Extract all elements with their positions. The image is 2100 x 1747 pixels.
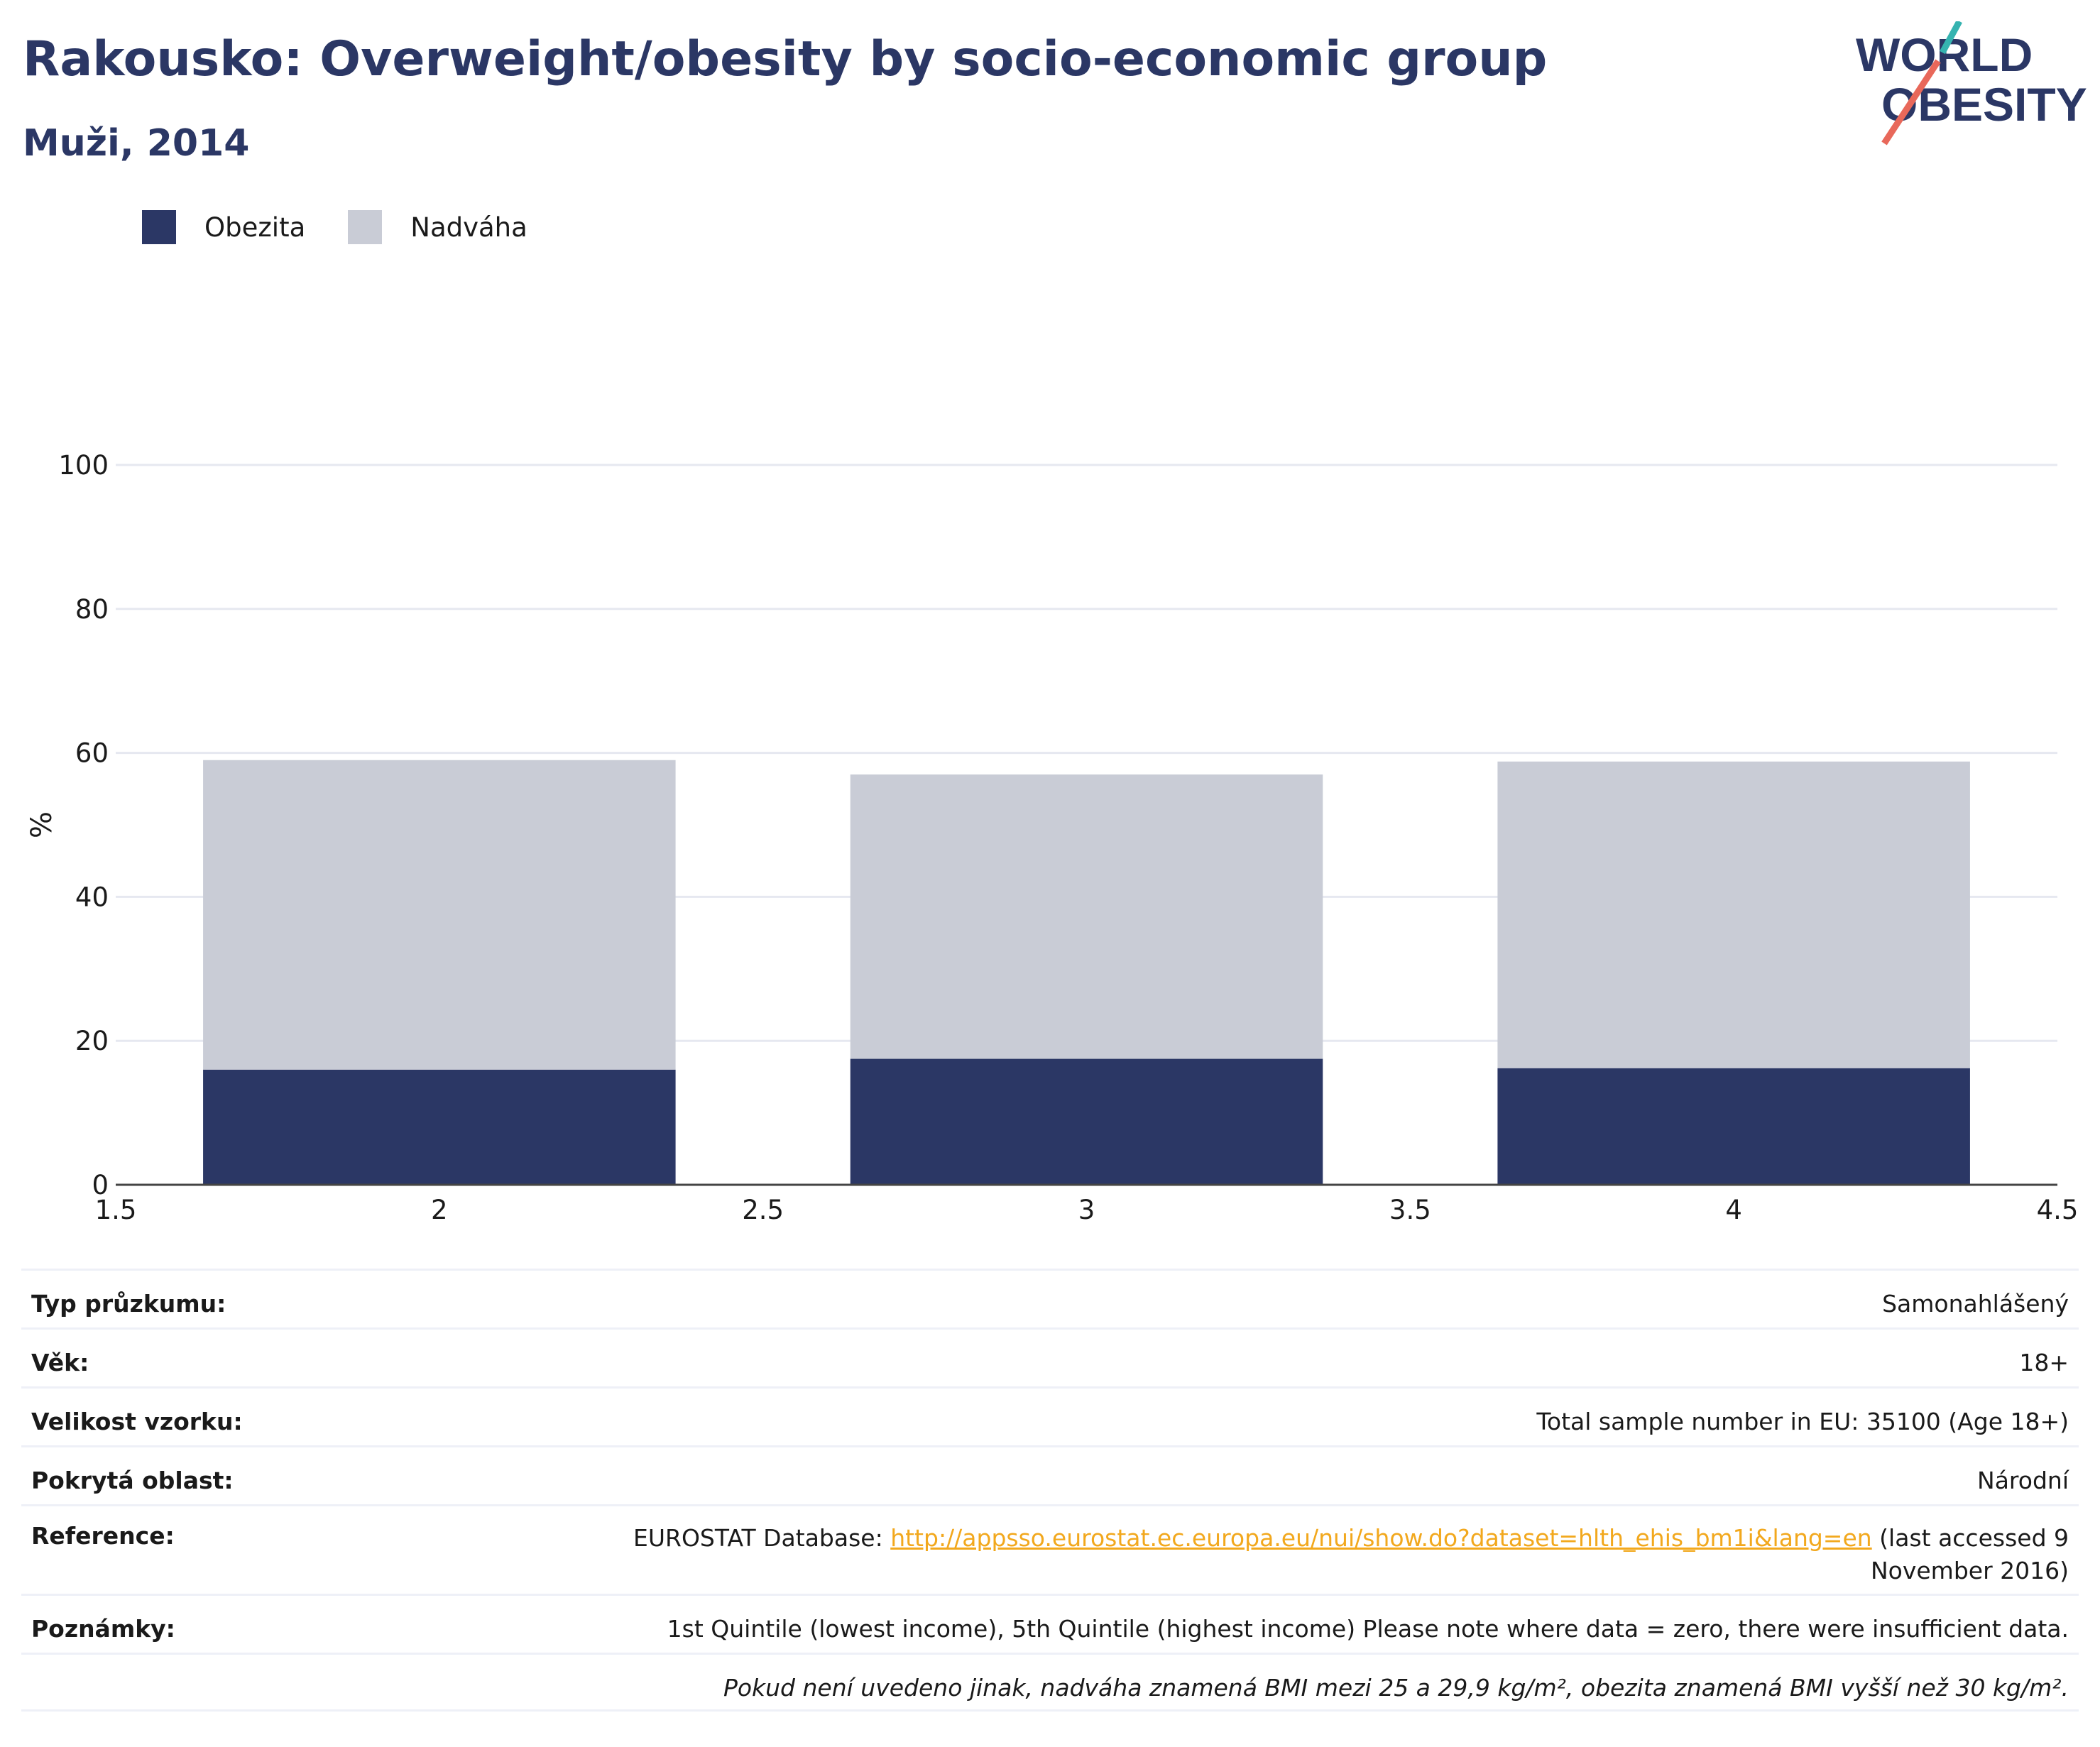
info-value: Samonahlášený bbox=[1882, 1290, 2069, 1318]
chart-subtitle: Muži, 2014 bbox=[23, 122, 250, 165]
info-value-reference: EUROSTAT Database: http://appsso.eurosta… bbox=[592, 1522, 2069, 1587]
reference-link[interactable]: http://appsso.eurostat.ec.europa.eu/nui/… bbox=[890, 1524, 1872, 1552]
logo-slash-teal bbox=[1940, 21, 1962, 55]
info-label: Reference: bbox=[31, 1522, 175, 1550]
bar-obezita-4 bbox=[1497, 1068, 1970, 1185]
logo-text-world: WORLD bbox=[1856, 28, 2033, 81]
info-value: Národní bbox=[1977, 1467, 2069, 1494]
chart-legend: Obezita Nadváha bbox=[142, 210, 570, 244]
world-obesity-logo: WORLD OBESITY bbox=[1856, 21, 2087, 146]
legend-item-obezita[interactable]: Obezita bbox=[142, 210, 305, 244]
info-row-survey-type: Typ průzkumu: Samonahlášený bbox=[21, 1269, 2079, 1327]
y-tick-label: 100 bbox=[58, 450, 109, 481]
info-value: 1st Quintile (lowest income), 5th Quinti… bbox=[667, 1615, 2069, 1643]
info-label: Velikost vzorku: bbox=[31, 1408, 243, 1435]
y-tick-label: 20 bbox=[75, 1026, 109, 1056]
reference-suffix: (last accessed 9 November 2016) bbox=[1870, 1524, 2069, 1584]
legend-swatch-obezita bbox=[142, 210, 176, 244]
info-row-age: Věk: 18+ bbox=[21, 1327, 2079, 1386]
info-row-definition: Pokud není uvedeno jinak, nadváha znamen… bbox=[21, 1653, 2079, 1712]
x-tick-label: 3 bbox=[1078, 1195, 1095, 1225]
bar-nadvaha-2 bbox=[203, 760, 676, 1070]
info-value: Total sample number in EU: 35100 (Age 18… bbox=[1536, 1408, 2069, 1435]
chart-title: Rakousko: Overweight/obesity by socio-ec… bbox=[23, 31, 1548, 87]
x-tick-label: 2.5 bbox=[742, 1195, 784, 1225]
bar-obezita-2 bbox=[203, 1069, 676, 1185]
bar-nadvaha-3 bbox=[850, 774, 1323, 1059]
info-label: Typ průzkumu: bbox=[31, 1290, 226, 1318]
info-label: Poznámky: bbox=[31, 1615, 175, 1643]
bar-chart: 0 20 40 60 80 100% 1.5 2 2.5 3 3.5 4 4.5 bbox=[26, 450, 2079, 1225]
x-tick-label: 4 bbox=[1725, 1195, 1742, 1225]
x-tick-label: 4.5 bbox=[2037, 1195, 2079, 1225]
logo-text-obesity: OBESITY bbox=[1881, 78, 2087, 131]
reference-prefix: EUROSTAT Database: bbox=[633, 1524, 891, 1552]
y-tick-label: 80 bbox=[75, 594, 109, 625]
info-label: Pokrytá oblast: bbox=[31, 1467, 234, 1494]
y-tick-label: 60 bbox=[75, 738, 109, 769]
info-table: Typ průzkumu: Samonahlášený Věk: 18+ Vel… bbox=[21, 1269, 2079, 1712]
x-tick-label: 2 bbox=[431, 1195, 448, 1225]
info-row-reference: Reference: EUROSTAT Database: http://app… bbox=[21, 1504, 2079, 1594]
definition-note: Pokud není uvedeno jinak, nadváha znamen… bbox=[723, 1674, 2069, 1702]
info-label: Věk: bbox=[31, 1349, 89, 1376]
legend-label-obezita: Obezita bbox=[204, 212, 306, 243]
logo-slash-red bbox=[1881, 59, 1941, 146]
y-tick-label: 40 bbox=[75, 882, 109, 912]
info-row-sample-size: Velikost vzorku: Total sample number in … bbox=[21, 1386, 2079, 1445]
legend-label-nadvaha: Nadváha bbox=[410, 212, 527, 243]
legend-swatch-nadvaha bbox=[348, 210, 383, 244]
info-row-notes: Poznámky: 1st Quintile (lowest income), … bbox=[21, 1594, 2079, 1653]
x-tick-label: 1.5 bbox=[95, 1195, 137, 1225]
y-axis-label: % bbox=[26, 811, 58, 838]
info-value: 18+ bbox=[2019, 1349, 2069, 1376]
info-row-area: Pokrytá oblast: Národní bbox=[21, 1445, 2079, 1504]
y-tick-label: 0 bbox=[92, 1170, 109, 1200]
bar-nadvaha-4 bbox=[1497, 761, 1970, 1068]
x-tick-label: 3.5 bbox=[1389, 1195, 1431, 1225]
bar-obezita-3 bbox=[850, 1058, 1323, 1185]
legend-item-nadvaha[interactable]: Nadváha bbox=[348, 210, 527, 244]
